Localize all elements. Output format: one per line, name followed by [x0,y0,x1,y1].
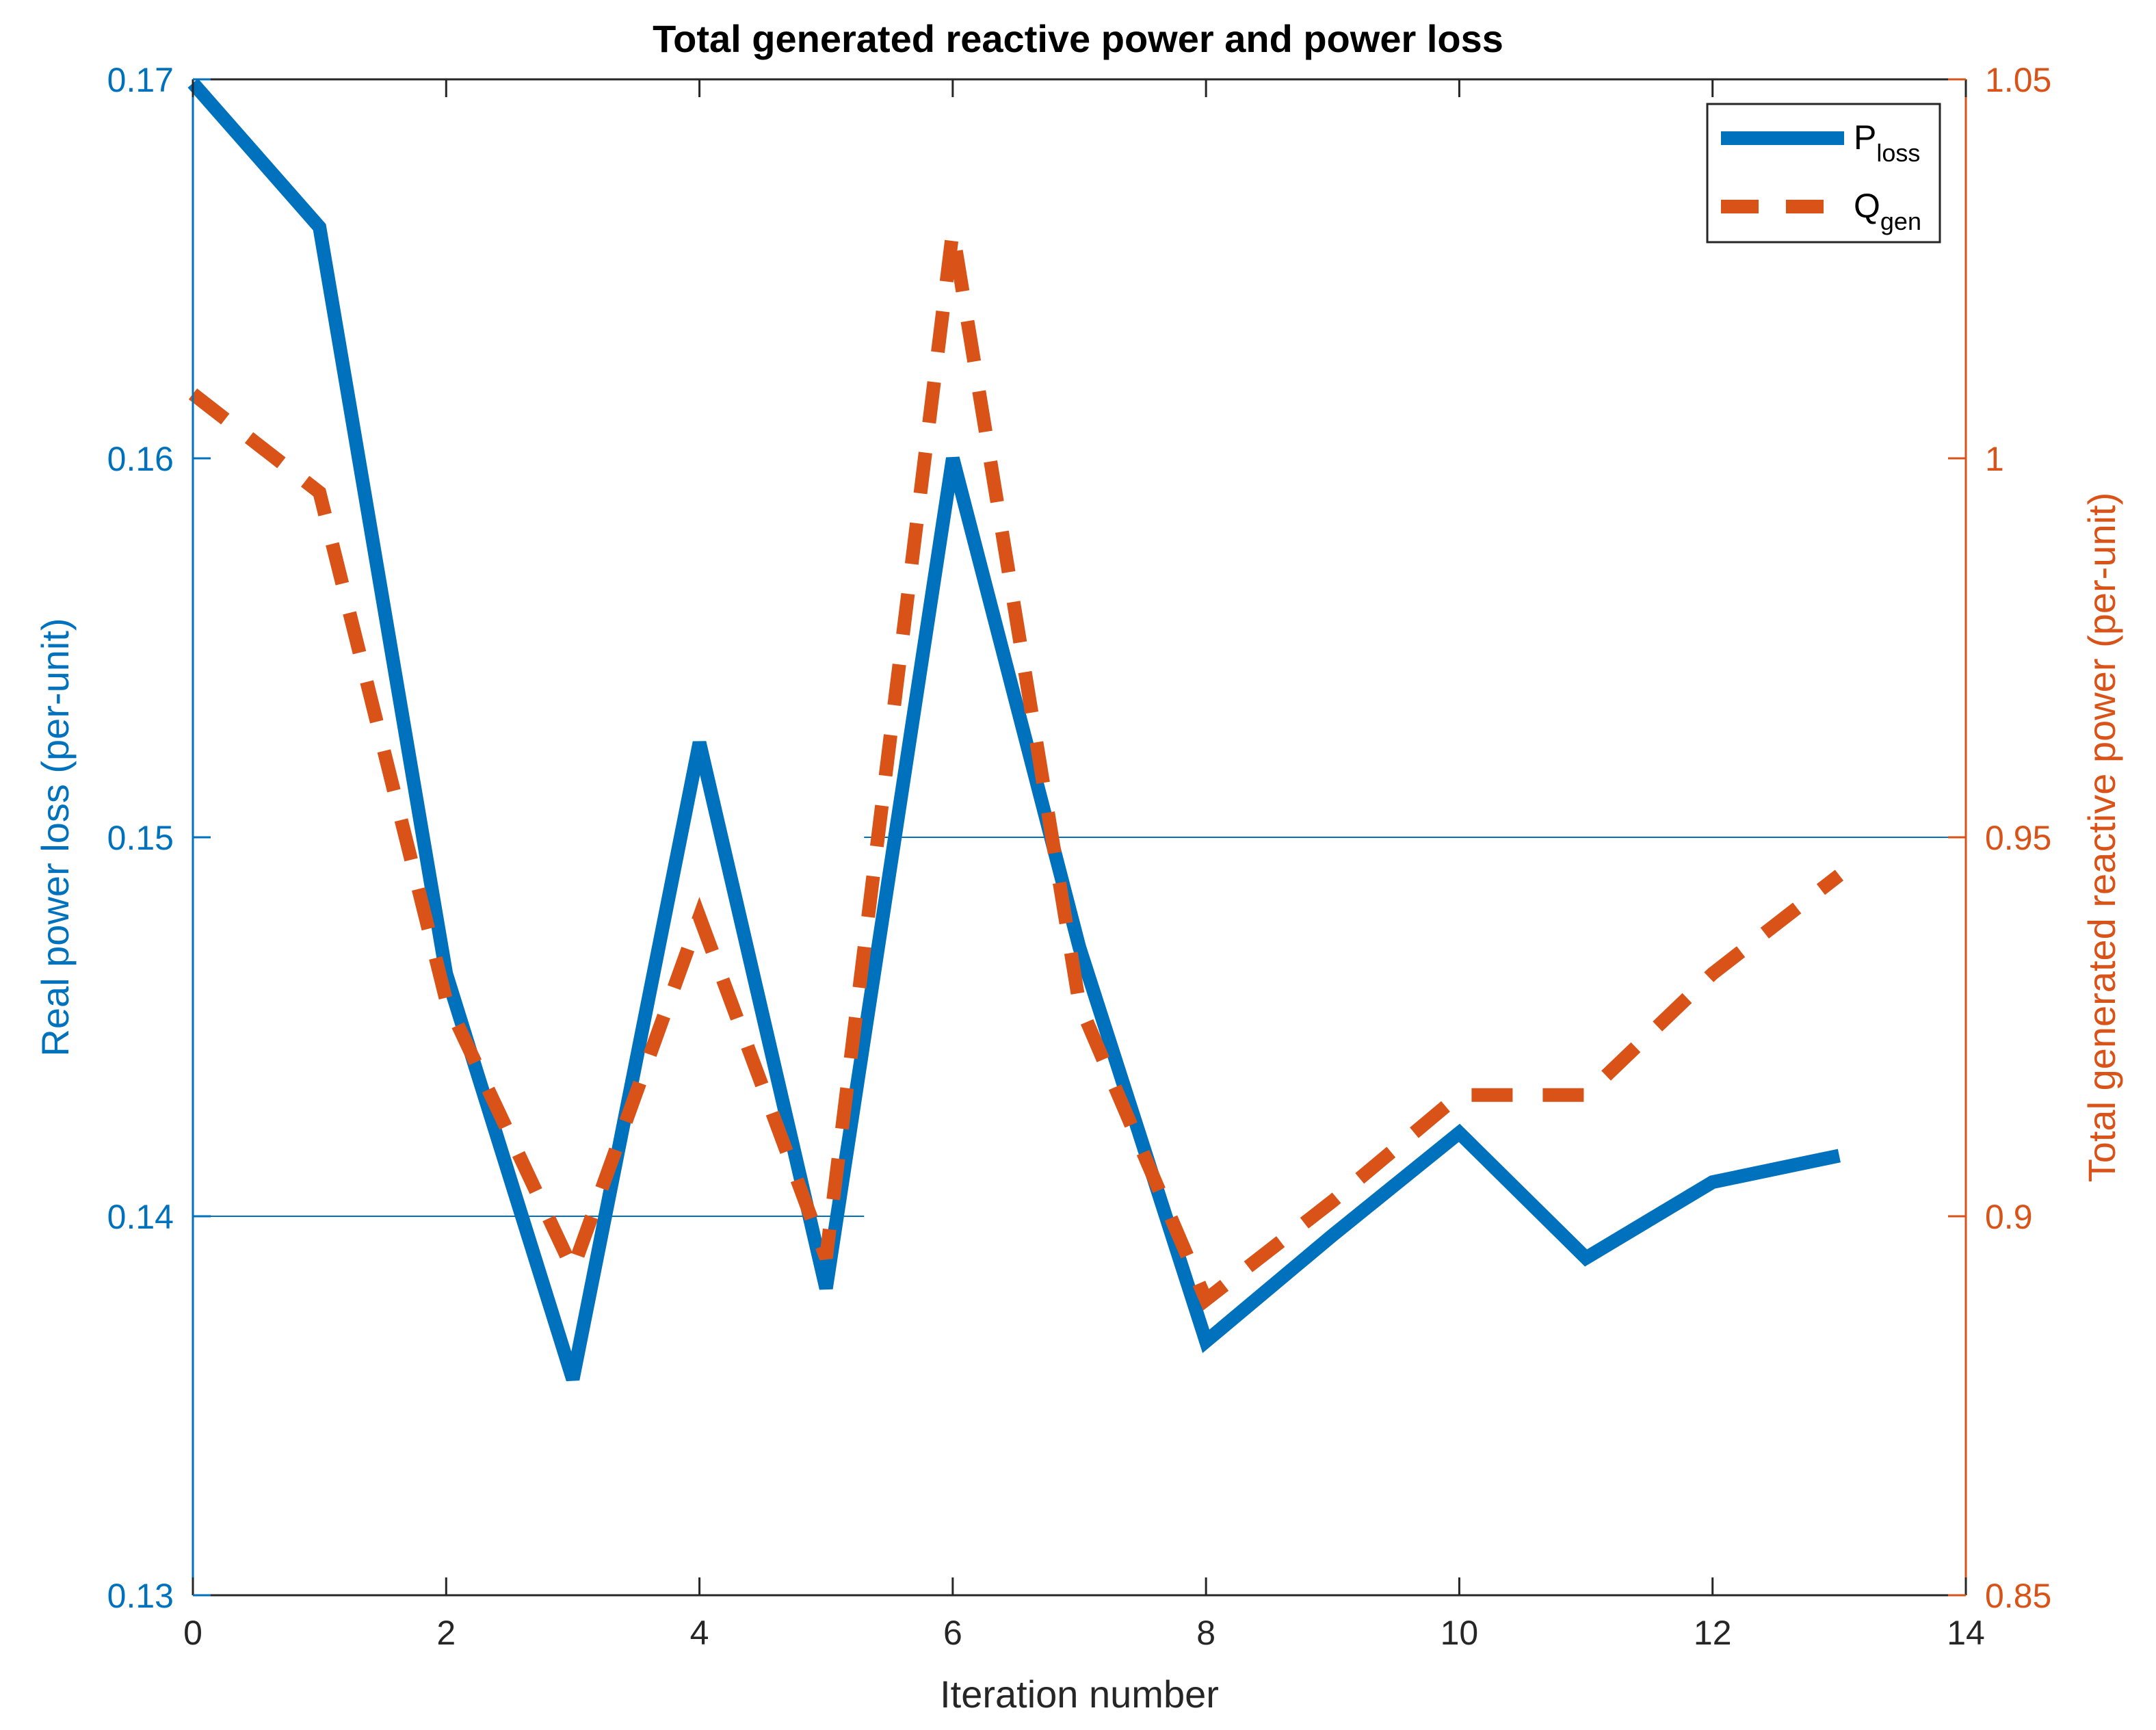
y-right-tick-label: 0.85 [1985,1577,2051,1615]
y-right-tick-label: 1 [1985,440,2004,478]
legend-label-gen: Qgen [1854,187,1921,235]
legend-label-main: P [1854,118,1876,157]
y-left-tick-label: 0.17 [107,61,174,99]
y-axis-right-label: Total generated reactive power (per-unit… [2080,493,2123,1183]
series-line-q-gen [188,229,1844,1311]
x-tick-label: 4 [690,1614,709,1652]
legend-box [1706,103,1941,244]
y-right-tick-label: 0.9 [1985,1198,2033,1236]
ticks-layer: 0 2 4 6 8 10 12 14 0.13 0.14 0.15 0.16 0.17 0.85 0.9 0.… [107,61,2052,1652]
x-tick-label: 10 [1441,1614,1479,1652]
y-right-tick-label: 0.95 [1985,819,2051,857]
legend-label-loss: Ploss [1854,118,1920,167]
x-tick-label: 6 [943,1614,962,1652]
legend-label-subscript: gen [1880,207,1921,235]
legend-label-subscript: loss [1876,139,1920,167]
y-left-tick-label: 0.15 [107,819,174,857]
chart-title: Total generated reactive power and power… [653,17,1503,60]
x-tick-label: 14 [1947,1614,1985,1652]
x-axis-label: Iteration number [940,1673,1219,1716]
series-layer [187,78,1844,1382]
legend-label-main: Q [1854,187,1880,225]
x-tick-label: 0 [183,1614,202,1652]
y-left-tick-label: 0.14 [107,1198,174,1236]
x-tick-label: 12 [1694,1614,1732,1652]
y-left-tick-label: 0.13 [107,1577,174,1615]
y-axis-left-label: Real power loss (per-unit) [34,618,77,1056]
y-left-tick-label: 0.16 [107,440,174,478]
x-tick-label: 8 [1196,1614,1215,1652]
y-right-tick-label: 1.05 [1985,61,2051,99]
legend: Ploss Qgen [1706,103,1941,244]
x-tick-label: 2 [436,1614,456,1652]
